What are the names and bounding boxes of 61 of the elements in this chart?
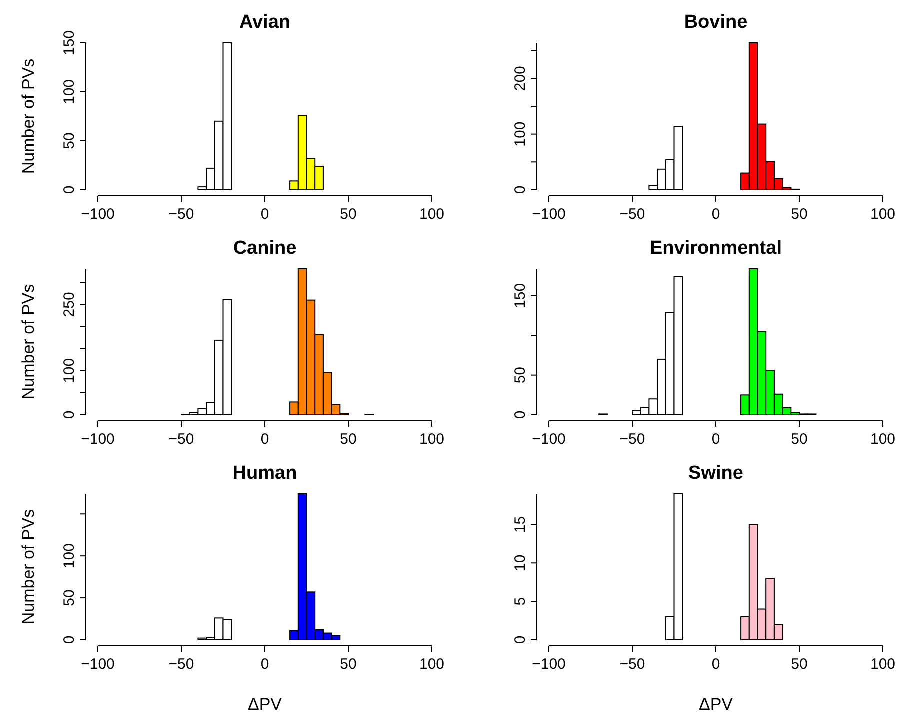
x-tick-label: −50	[620, 656, 646, 673]
y-tick-label: 0	[61, 186, 78, 194]
y-tick-label: 100	[61, 79, 78, 105]
y-tick-label: 10	[512, 554, 529, 572]
chart-title: Swine	[688, 463, 744, 484]
x-tick-label: 0	[712, 656, 720, 673]
y-tick-label: 0	[61, 410, 78, 420]
y-tick-label: 200	[512, 66, 529, 92]
x-axis-title: ΔPV	[248, 695, 283, 714]
x-tick-label: 50	[340, 656, 357, 673]
x-tick-label: 0	[712, 431, 720, 448]
chart-title: Bovine	[684, 12, 748, 33]
y-tick-label: 150	[512, 283, 529, 308]
chart-title: Human	[232, 463, 298, 484]
x-tick-label: −100	[532, 206, 566, 223]
x-tick-label: 50	[340, 206, 357, 223]
y-tick-label: 250	[61, 292, 78, 318]
y-tick-label: 100	[512, 122, 529, 147]
x-tick-label: −100	[532, 656, 566, 673]
x-tick-label: 50	[340, 431, 357, 448]
y-tick-label: 50	[512, 366, 529, 384]
x-tick-label: −100	[532, 431, 566, 448]
x-tick-label: 0	[260, 206, 270, 223]
y-axis-title: Number of PVs	[19, 509, 38, 625]
x-tick-label: 100	[419, 431, 445, 448]
x-tick-label: 100	[419, 206, 445, 223]
chart-title: Canine	[233, 238, 297, 259]
x-tick-label: 100	[870, 656, 896, 673]
chart-title: Avian	[239, 12, 291, 33]
x-tick-label: −100	[81, 431, 115, 448]
y-tick-label: 0	[512, 410, 529, 420]
y-tick-label: 150	[61, 30, 78, 56]
x-tick-label: −100	[81, 656, 115, 673]
x-tick-label: 100	[870, 431, 896, 448]
x-tick-label: 50	[791, 206, 808, 223]
x-tick-label: 0	[260, 656, 270, 673]
chart-title: Environmental	[650, 238, 782, 259]
y-tick-label: 50	[61, 132, 78, 150]
y-axis-title: Number of PVs	[19, 284, 38, 400]
x-tick-label: −50	[168, 431, 194, 448]
x-tick-label: 100	[870, 206, 896, 223]
x-tick-label: 0	[260, 431, 270, 448]
x-tick-label: 50	[791, 656, 808, 673]
y-tick-label: 0	[512, 186, 529, 194]
x-tick-label: −100	[81, 206, 115, 223]
y-tick-label: 100	[61, 358, 78, 384]
x-axis-title: ΔPV	[698, 695, 734, 714]
x-tick-label: 100	[419, 656, 445, 673]
y-tick-label: 0	[61, 636, 78, 644]
y-axis-title: Number of PVs	[19, 58, 38, 174]
x-tick-label: −50	[620, 206, 646, 223]
y-tick-label: 0	[512, 636, 529, 644]
x-tick-label: −50	[168, 206, 194, 223]
y-tick-label: 100	[61, 544, 78, 569]
y-tick-label: 50	[61, 590, 78, 606]
y-tick-label: 5	[512, 597, 529, 606]
x-tick-label: 50	[791, 431, 808, 448]
x-tick-label: 0	[712, 206, 720, 223]
x-tick-label: −50	[168, 656, 194, 673]
y-tick-label: 15	[512, 516, 529, 534]
x-tick-label: −50	[620, 431, 646, 448]
